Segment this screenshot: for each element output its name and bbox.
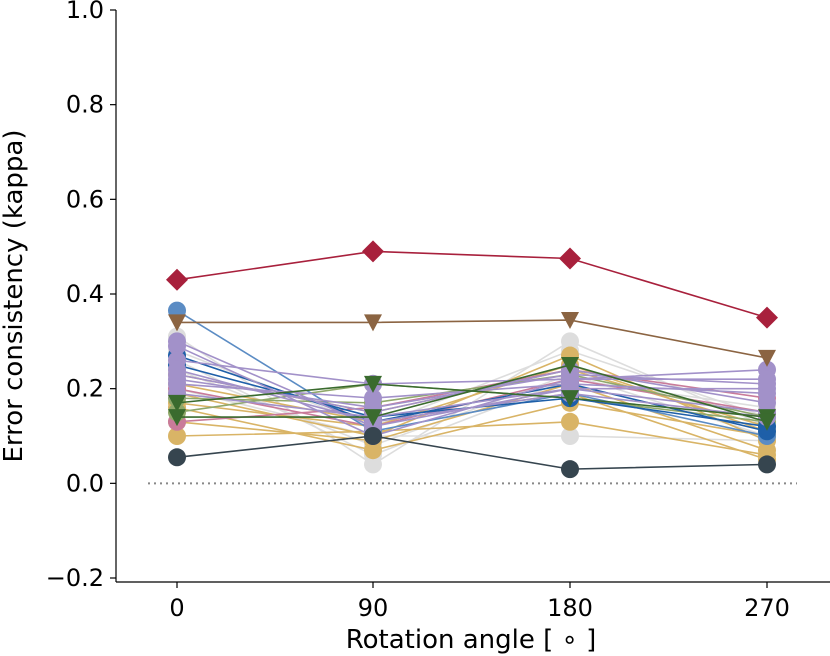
data-point: [758, 374, 776, 393]
series-line: [176, 309, 768, 437]
data-point-triangle: [758, 413, 776, 431]
series-line: [176, 402, 768, 452]
data-point-triangle: [168, 409, 186, 427]
series-dark-slate: [168, 427, 776, 479]
y-tick-label: 0.0: [66, 469, 104, 497]
data-point-triangle: [561, 357, 579, 374]
y-tick-label: 0.8: [66, 91, 104, 119]
data-point-triangle: [168, 314, 186, 332]
data-point-triangle: [561, 390, 579, 408]
y-tick-label: −0.2: [46, 564, 104, 592]
x-tick-label: 90: [358, 594, 389, 622]
data-point: [561, 412, 579, 431]
x-tick-label: 0: [169, 594, 184, 622]
x-axis-label: Rotation angle [ ∘ ]: [346, 625, 597, 655]
data-point: [168, 427, 186, 445]
data-point-diamond: [756, 306, 778, 329]
series-line: [176, 387, 768, 418]
data-point: [168, 360, 186, 379]
y-tick-label: 0.2: [66, 375, 104, 403]
series-line: [177, 364, 768, 423]
x-tick-label: 180: [547, 594, 593, 622]
data-point: [168, 448, 186, 467]
axes: [115, 10, 830, 583]
y-tick-label: 0.6: [66, 185, 104, 213]
y-tick-label: 0.4: [66, 280, 104, 308]
data-point-triangle: [364, 375, 382, 393]
series-green-2: [168, 357, 776, 431]
series-line: [177, 319, 768, 359]
data-point: [561, 460, 579, 479]
series-line: [176, 435, 768, 470]
x-ticks: 0 90 180 270: [169, 582, 790, 622]
data-point: [168, 332, 186, 351]
data-point-diamond: [362, 240, 384, 263]
data-point-triangle: [364, 409, 382, 427]
data-point-diamond: [559, 247, 581, 270]
series-line: [176, 373, 768, 418]
data-point-triangle: [561, 312, 579, 330]
data-point-triangle: [758, 349, 776, 367]
series-brown: [168, 312, 776, 367]
y-axis-label: Error consistency (kappa): [0, 129, 29, 462]
data-point-triangle: [168, 394, 186, 412]
x-tick-label: 270: [744, 594, 790, 622]
data-point: [364, 427, 382, 445]
data-point-diamond: [166, 268, 188, 291]
data-point: [561, 365, 579, 384]
series-layer: [166, 240, 778, 479]
data-point-triangle: [364, 314, 382, 332]
y-ticks: −0.2 0.0 0.2 0.4 0.6 0.8 1.0: [46, 0, 116, 592]
series-crimson: [166, 240, 778, 329]
y-tick-label: 1.0: [66, 0, 104, 24]
data-point: [561, 427, 579, 445]
series-line: [176, 250, 768, 319]
data-point: [758, 455, 776, 474]
series-line: [176, 368, 768, 423]
